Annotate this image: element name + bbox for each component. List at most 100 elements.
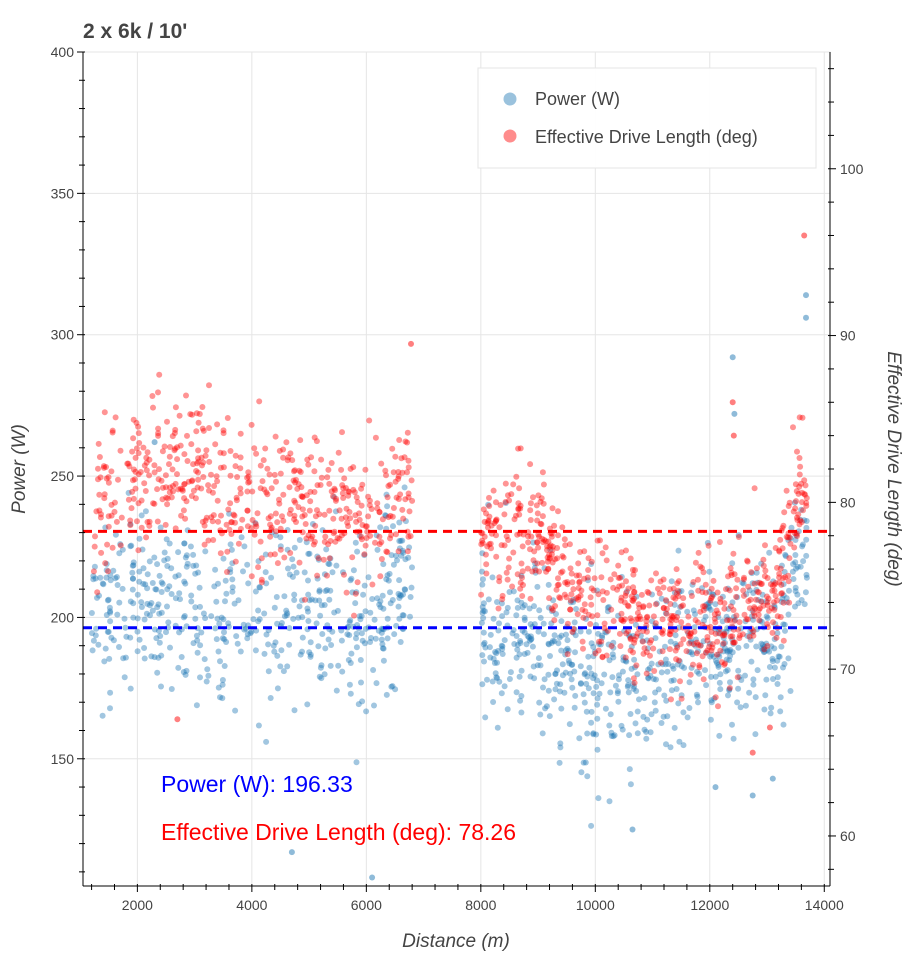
power-point xyxy=(319,631,326,637)
power-point xyxy=(768,704,775,711)
drive-length-point xyxy=(212,441,219,448)
power-point xyxy=(291,707,298,714)
power-point xyxy=(312,597,319,604)
power-point xyxy=(594,677,600,684)
power-point xyxy=(296,603,303,610)
drive-length-point xyxy=(515,500,522,507)
power-point xyxy=(580,759,587,766)
power-point xyxy=(739,579,746,586)
drive-length-point xyxy=(485,524,491,531)
power-point xyxy=(392,686,399,693)
power-point xyxy=(753,643,760,650)
drive-length-point xyxy=(715,610,722,617)
power-point xyxy=(140,565,147,572)
drive-length-point xyxy=(670,594,677,601)
drive-length-point xyxy=(392,453,399,460)
power-point xyxy=(701,617,707,624)
power-point xyxy=(506,676,513,682)
power-point xyxy=(262,569,269,576)
drive-length-point xyxy=(223,521,230,528)
drive-length-point xyxy=(751,604,758,611)
power-point xyxy=(518,667,525,674)
drive-length-point xyxy=(193,410,200,417)
drive-length-point xyxy=(758,580,765,587)
power-point xyxy=(91,563,98,570)
power-point xyxy=(103,612,110,618)
drive-length-point xyxy=(540,481,547,488)
drive-length-point xyxy=(164,495,171,502)
power-point xyxy=(213,598,220,605)
power-point xyxy=(792,537,799,543)
drive-length-point xyxy=(134,518,140,525)
power-point xyxy=(747,628,754,635)
drive-length-point xyxy=(802,491,809,498)
drive-length-point xyxy=(530,557,537,564)
drive-length-point xyxy=(143,467,150,474)
drive-length-point xyxy=(776,579,783,586)
power-point xyxy=(393,552,399,559)
power-point xyxy=(748,658,755,665)
power-point xyxy=(102,645,109,652)
power-point xyxy=(631,656,638,663)
drive-length-point xyxy=(338,532,345,539)
power-point xyxy=(780,621,787,628)
drive-length-point xyxy=(396,437,403,443)
drive-length-point xyxy=(546,554,553,561)
power-point xyxy=(241,626,248,633)
power-point xyxy=(562,669,569,676)
drive-length-point xyxy=(667,621,674,628)
power-point xyxy=(607,711,614,718)
drive-length-point xyxy=(528,533,535,540)
power-point xyxy=(620,654,627,661)
power-point xyxy=(774,681,781,687)
power-point xyxy=(117,541,124,548)
power-point xyxy=(704,539,711,546)
drive-length-point xyxy=(643,618,650,625)
power-point xyxy=(605,604,612,610)
power-point xyxy=(627,711,634,717)
power-point xyxy=(359,698,366,705)
drive-length-point xyxy=(352,590,359,597)
power-point xyxy=(614,688,621,695)
drive-length-point xyxy=(192,495,199,502)
power-point xyxy=(358,613,365,619)
power-point xyxy=(216,620,223,627)
drive-length-point xyxy=(362,523,369,530)
drive-length-point xyxy=(227,472,234,479)
power-point xyxy=(750,681,757,688)
drive-length-point xyxy=(720,640,727,647)
drive-length-point xyxy=(551,522,558,529)
drive-length-point xyxy=(770,599,777,606)
power-point xyxy=(752,731,759,738)
drive-length-point xyxy=(169,466,176,473)
power-point xyxy=(406,544,413,551)
power-point xyxy=(119,585,126,592)
drive-length-point xyxy=(545,566,551,573)
drive-length-point xyxy=(317,482,324,488)
drive-length-point xyxy=(713,607,720,614)
power-point xyxy=(296,537,303,543)
power-point xyxy=(667,638,674,645)
drive-length-point xyxy=(493,553,500,560)
drive-length-point xyxy=(253,523,260,530)
drive-length-point xyxy=(150,500,157,507)
drive-length-point xyxy=(683,648,690,655)
drive-length-point xyxy=(189,411,196,418)
power-point xyxy=(619,668,626,675)
drive-length-point xyxy=(298,484,305,491)
drive-length-point xyxy=(638,591,645,598)
power-point xyxy=(299,634,306,641)
power-point xyxy=(608,733,615,739)
drive-length-point xyxy=(596,638,602,645)
power-point xyxy=(277,543,284,550)
power-point xyxy=(384,615,391,622)
drive-length-point xyxy=(730,432,737,439)
drive-length-point xyxy=(188,441,195,448)
y2-tick-label: 60 xyxy=(840,828,856,844)
power-point xyxy=(377,598,384,605)
power-point xyxy=(167,644,173,651)
power-point xyxy=(725,585,732,592)
drive-length-point xyxy=(712,694,719,701)
power-point xyxy=(480,641,487,648)
drive-length-point xyxy=(690,641,697,648)
